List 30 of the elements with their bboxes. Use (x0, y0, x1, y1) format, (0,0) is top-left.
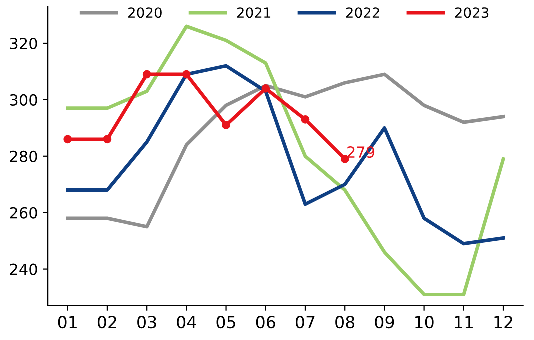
legend-label: 2021 (237, 8, 271, 18)
y-tick-label: 240 (10, 264, 38, 276)
x-tick-label: 01 (58, 316, 77, 329)
legend-label: 2022 (346, 8, 380, 18)
x-tick-label: 04 (177, 316, 196, 329)
point (64, 135, 72, 144)
x-tick-label: 06 (256, 316, 276, 329)
x-tick-label: 09 (375, 316, 394, 329)
x-tick-label: 08 (336, 316, 355, 329)
y-tick-label: 320 (10, 38, 38, 50)
legend-label: 2023 (455, 8, 489, 18)
point (262, 84, 270, 93)
x-tick-label: 10 (416, 316, 434, 329)
x-tick-label: 11 (455, 316, 473, 328)
x-tick-label: 02 (98, 316, 116, 329)
y-tick-label: 280 (10, 150, 38, 162)
point (103, 135, 112, 144)
y-tick-label: 300 (10, 94, 38, 106)
x-tick-label: 05 (216, 316, 236, 329)
point (142, 70, 152, 79)
line-series (66, 24, 506, 296)
y-tick-label: 260 (10, 207, 38, 219)
point (182, 70, 191, 79)
x-tick-label: 12 (494, 316, 512, 328)
x-tick-label: 03 (138, 316, 156, 329)
point (301, 116, 310, 124)
point (340, 155, 350, 164)
legend-label: 2020 (128, 8, 162, 18)
x-tick-label: 07 (296, 316, 315, 329)
point (222, 121, 230, 130)
